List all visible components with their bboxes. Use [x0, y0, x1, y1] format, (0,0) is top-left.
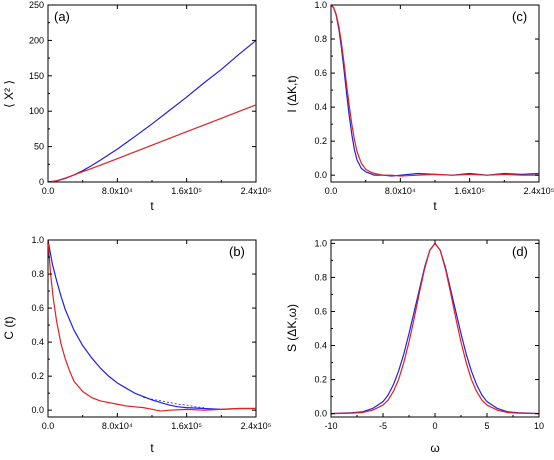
- y-tick-label: 0.8: [31, 269, 44, 279]
- series-line-2: [331, 5, 539, 177]
- series-line-1: [48, 240, 256, 410]
- x-tick-label: 1.6x10⁵: [171, 186, 202, 196]
- panel-label: (d): [512, 244, 528, 259]
- y-tick-label: 150: [29, 71, 44, 81]
- y-tick-label: 0.0: [314, 170, 327, 180]
- x-tick-label: 0: [432, 421, 437, 431]
- y-tick-label: 0.0: [31, 405, 44, 415]
- panel-a: 0.0 8.0x10⁴ 1.6x10⁵ 2.4x10⁵050100150200250 …: [2, 0, 272, 213]
- y-tick-label: 0.4: [31, 337, 44, 347]
- y-tick-label: 0.8: [314, 272, 327, 282]
- x-tick-label: 8.0x10⁴: [102, 421, 133, 431]
- y-tick-label: 50: [34, 142, 44, 152]
- x-axis-label: t: [150, 199, 154, 213]
- panel-c: 0.0 8.0x10⁴ 1.6x10⁵ 2.4x10⁵ 0.0 0.2 0.4 0.6 0.8 1…: [285, 0, 554, 213]
- y-tick-label: 0.2: [31, 371, 44, 381]
- x-tick-label: -10: [324, 421, 337, 431]
- series-line-3: [48, 240, 256, 412]
- plot-frame: [47, 4, 257, 183]
- x-tick-label: 2.4x10⁵: [241, 421, 272, 431]
- y-axis-label: S (ΔK,ω): [285, 304, 299, 352]
- y-tick-label: 1.0: [31, 235, 44, 245]
- series-line-2: [48, 104, 256, 182]
- x-axis-label: ω: [430, 441, 439, 455]
- x-tick-label: 0.0: [42, 186, 55, 196]
- x-axis-label: t: [150, 441, 154, 455]
- x-tick-label: 5: [484, 421, 489, 431]
- x-tick-label: 0.0: [42, 421, 55, 431]
- y-tick-label: 0: [39, 177, 44, 187]
- y-tick-label: 0.2: [314, 375, 327, 385]
- y-tick-label: 0.6: [314, 68, 327, 78]
- y-tick-label: 1.0: [314, 0, 327, 10]
- y-tick-label: 0.6: [31, 303, 44, 313]
- x-axis-label: t: [433, 199, 437, 213]
- x-tick-label: 8.0x10⁴: [385, 186, 416, 196]
- series-line-1: [331, 242, 539, 415]
- series-line-1: [48, 39, 256, 182]
- plot-frame: [330, 4, 540, 183]
- y-tick-label: 0.6: [314, 306, 327, 316]
- x-tick-label: 1.6x10⁵: [171, 421, 202, 431]
- series-line-1: [331, 5, 539, 177]
- x-tick-label: 2.4x10⁵: [241, 186, 272, 196]
- panel-label: (b): [229, 244, 245, 259]
- panel-b: 0.0 8.0x10⁴ 1.6x10⁵ 2.4x10⁵ 0.0 0.2 0.4 0.6 0.8 1…: [2, 235, 272, 455]
- y-tick-label: 0.4: [314, 341, 327, 351]
- panel-d: -10 -5 0 5 10 0.0 0.2 0.4 0.6 0.8 1.0 (d) ω S (ΔK,…: [285, 238, 544, 455]
- y-tick-label: 0.0: [314, 409, 327, 419]
- x-tick-label: 10: [534, 421, 544, 431]
- panel-label: (c): [512, 9, 527, 24]
- x-tick-label: 0.0: [325, 186, 338, 196]
- y-tick-label: 0.8: [314, 34, 327, 44]
- y-axis-label: C (t): [2, 316, 16, 339]
- x-tick-label: -5: [379, 421, 387, 431]
- x-tick-label: 8.0x10⁴: [102, 186, 133, 196]
- y-tick-label: 100: [29, 106, 44, 116]
- y-tick-label: 0.4: [314, 102, 327, 112]
- plot-frame: [47, 239, 257, 418]
- plot-frame: [330, 239, 540, 418]
- series-line-2: [331, 242, 539, 415]
- y-axis-label: ⟨ X² ⟩: [2, 80, 16, 108]
- y-tick-label: 250: [29, 0, 44, 10]
- y-tick-label: 1.0: [314, 238, 327, 248]
- x-tick-label: 2.4x10⁵: [524, 186, 554, 196]
- y-tick-label: 200: [29, 35, 44, 45]
- y-tick-label: 0.2: [314, 136, 327, 146]
- y-axis-label: I (ΔK,t): [285, 75, 299, 112]
- x-tick-label: 1.6x10⁵: [454, 186, 485, 196]
- panel-label: (a): [54, 9, 70, 24]
